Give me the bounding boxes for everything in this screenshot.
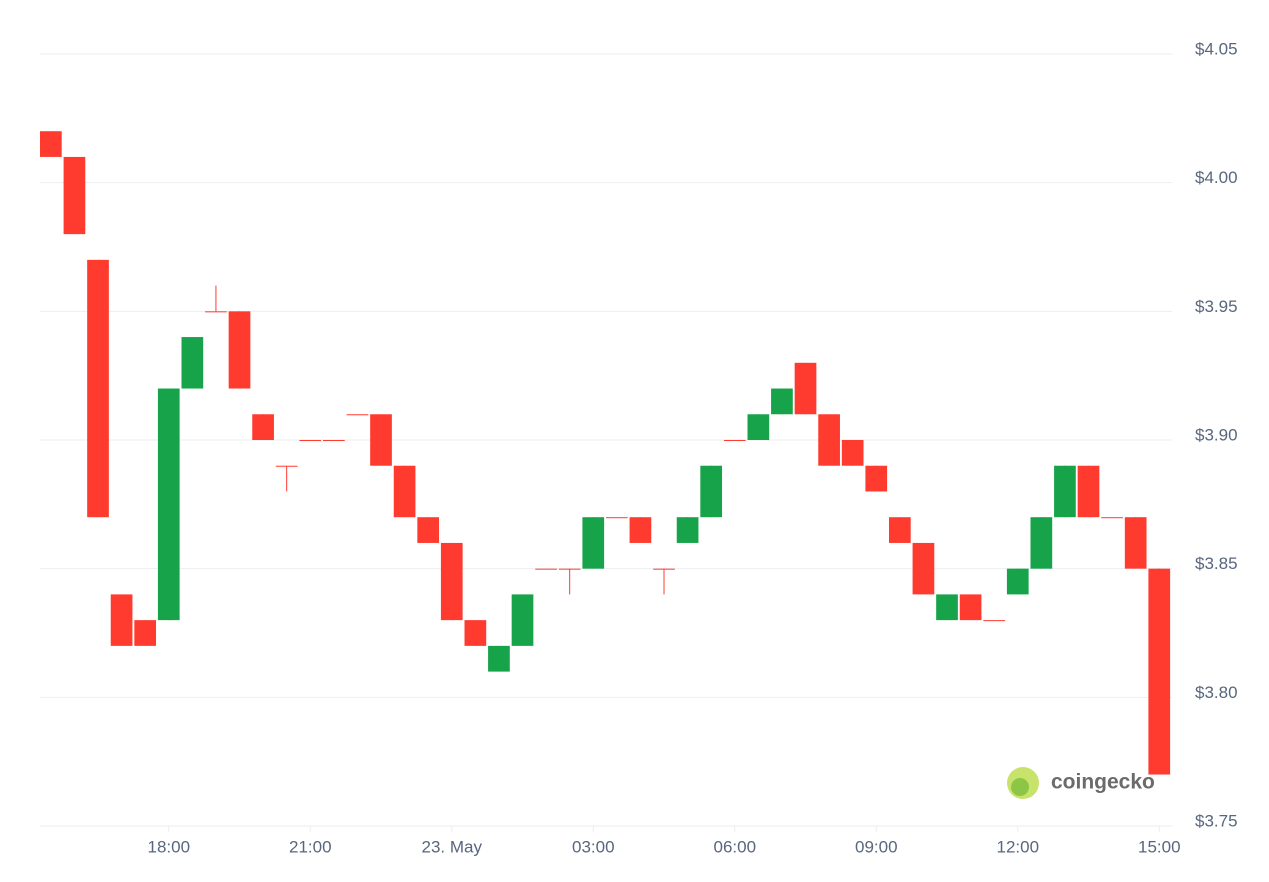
y-tick-label: $4.00 bbox=[1195, 168, 1238, 187]
candle-body bbox=[252, 414, 274, 440]
candle-body bbox=[157, 388, 180, 621]
x-tick-label: 06:00 bbox=[713, 837, 756, 856]
candle-body bbox=[1030, 517, 1053, 569]
x-tick-label: 09:00 bbox=[855, 837, 898, 856]
candle-body bbox=[653, 568, 675, 570]
candle-body bbox=[464, 620, 487, 646]
x-tick-label: 03:00 bbox=[572, 837, 615, 856]
candle-body bbox=[912, 542, 935, 595]
candle-body bbox=[1054, 465, 1076, 518]
candle-body bbox=[417, 517, 440, 543]
candle-body bbox=[535, 568, 557, 570]
candle-body bbox=[959, 594, 982, 621]
x-tick-label: 18:00 bbox=[147, 837, 190, 856]
candle-body bbox=[771, 388, 793, 415]
candle-body bbox=[606, 517, 628, 519]
x-tick-label: 23. May bbox=[422, 837, 483, 856]
candle-body bbox=[511, 594, 534, 646]
candle-body bbox=[275, 465, 298, 467]
candle-body bbox=[889, 517, 911, 543]
candle-body bbox=[1148, 568, 1171, 775]
logo-inner bbox=[1011, 778, 1029, 796]
candle-body bbox=[558, 568, 581, 570]
candle-body bbox=[1077, 465, 1100, 518]
candle-body bbox=[87, 259, 109, 518]
y-tick-label: $3.85 bbox=[1195, 554, 1238, 573]
y-tick-label: $3.90 bbox=[1195, 425, 1238, 444]
candle-body bbox=[747, 414, 770, 440]
candle-body bbox=[865, 465, 888, 492]
candle-body bbox=[676, 517, 699, 543]
candle-body bbox=[1101, 517, 1123, 519]
watermark-text: coingecko bbox=[1051, 771, 1155, 794]
candle-body bbox=[818, 414, 840, 466]
candle-body bbox=[228, 311, 251, 389]
candle-body bbox=[723, 440, 746, 441]
candle-body bbox=[346, 414, 369, 416]
candle-body bbox=[582, 517, 605, 569]
candle-body bbox=[1006, 568, 1029, 595]
y-tick-label: $4.05 bbox=[1195, 39, 1238, 58]
candle-body bbox=[841, 440, 864, 466]
candle-body bbox=[299, 440, 322, 441]
candle-body bbox=[205, 311, 227, 313]
candle-body bbox=[110, 594, 133, 646]
candle-body bbox=[63, 156, 86, 235]
x-tick-label: 15:00 bbox=[1138, 837, 1181, 856]
x-tick-label: 12:00 bbox=[996, 837, 1039, 856]
candle-body bbox=[1124, 517, 1147, 569]
y-tick-label: $3.75 bbox=[1195, 811, 1238, 830]
candle-body bbox=[440, 542, 463, 621]
y-tick-label: $3.80 bbox=[1195, 683, 1238, 702]
candle-body bbox=[134, 620, 157, 646]
candle-body bbox=[488, 645, 510, 672]
x-tick-label: 21:00 bbox=[289, 837, 332, 856]
candle-body bbox=[700, 465, 723, 518]
candle-body bbox=[629, 517, 652, 543]
watermark: coingecko bbox=[1007, 767, 1155, 799]
y-tick-label: $3.95 bbox=[1195, 297, 1238, 316]
candle-body bbox=[936, 594, 958, 621]
candle-body bbox=[983, 620, 1006, 622]
candle-body bbox=[181, 337, 204, 389]
candle-body bbox=[40, 131, 62, 157]
candle-body bbox=[370, 414, 392, 466]
candle-body bbox=[393, 465, 416, 518]
candle-body bbox=[323, 440, 345, 441]
candle-body bbox=[794, 362, 817, 415]
